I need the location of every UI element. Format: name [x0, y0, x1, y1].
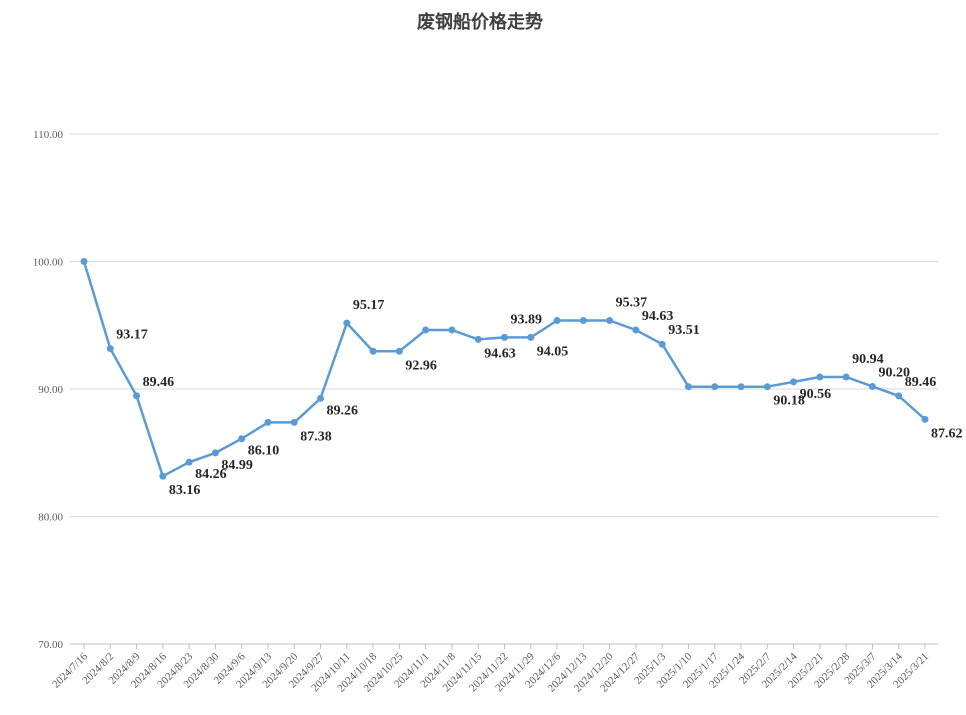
data-point: [842, 373, 850, 381]
data-point: [422, 326, 430, 334]
data-point: [290, 418, 298, 426]
data-point: [606, 317, 614, 325]
data-point: [553, 317, 561, 325]
data-point: [448, 326, 456, 334]
data-point: [579, 317, 587, 325]
chart-title: 废钢船价格走势: [417, 11, 543, 33]
data-point: [395, 347, 403, 355]
data-point: [159, 472, 167, 480]
data-point: [369, 347, 377, 355]
data-label: 89.46: [905, 375, 937, 390]
data-point: [763, 383, 771, 391]
data-label: 93.17: [116, 328, 148, 343]
data-point: [527, 333, 535, 341]
data-label: 83.16: [169, 483, 201, 498]
data-point: [343, 319, 351, 327]
data-label: 89.26: [327, 403, 359, 418]
data-label: 94.63: [484, 346, 516, 361]
data-point: [238, 435, 246, 443]
data-label: 95.37: [616, 296, 648, 311]
data-point: [211, 449, 219, 457]
data-point: [80, 258, 88, 265]
data-point: [711, 383, 719, 391]
data-point: [264, 418, 272, 426]
data-label: 84.99: [221, 458, 253, 473]
data-label: 90.18: [773, 394, 805, 409]
data-point: [474, 335, 482, 343]
data-point: [632, 326, 640, 334]
data-point: [684, 383, 692, 391]
data-label: 89.46: [143, 375, 175, 390]
y-tick-label: 90.00: [38, 384, 63, 396]
data-label: 87.38: [300, 429, 332, 444]
data-point: [895, 392, 903, 400]
data-point: [868, 382, 876, 390]
y-axis-ticks: 70.00 80.00 90.00 100.00 110.00: [33, 129, 64, 651]
y-tick-label: 110.00: [33, 129, 63, 141]
data-label: 86.10: [248, 444, 280, 459]
data-point: [816, 373, 824, 381]
data-label: 94.05: [537, 344, 569, 359]
data-label: 84.26: [195, 467, 227, 482]
data-label: 94.63: [642, 309, 674, 324]
data-points: [80, 258, 929, 480]
y-tick-label: 80.00: [38, 512, 63, 524]
data-point: [737, 383, 745, 391]
data-point: [501, 333, 508, 341]
data-label: 90.56: [800, 387, 832, 402]
y-tick-label: 100.00: [33, 257, 64, 269]
y-tick-label: 70.00: [38, 639, 63, 651]
data-point: [185, 458, 193, 466]
data-label: 93.51: [668, 323, 700, 338]
data-point: [317, 394, 325, 402]
data-point: [106, 345, 114, 353]
data-label: 90.20: [878, 365, 910, 380]
data-label: 87.62: [931, 426, 963, 441]
data-point: [658, 340, 666, 348]
data-label: 93.89: [511, 312, 543, 327]
data-label: 95.17: [353, 298, 385, 313]
data-label: 90.94: [852, 352, 884, 367]
data-label: 92.96: [405, 358, 437, 373]
data-point: [790, 378, 798, 386]
data-point: [133, 392, 141, 400]
data-point: [921, 415, 929, 423]
